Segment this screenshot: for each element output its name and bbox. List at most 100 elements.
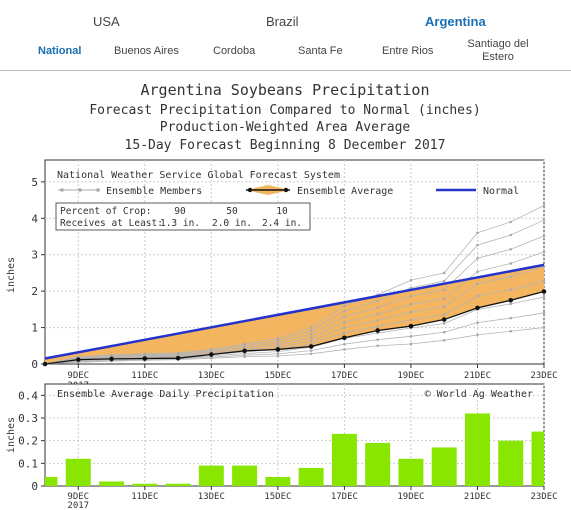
ensemble-member-point bbox=[442, 339, 446, 342]
main-y-tick-label: 2 bbox=[31, 285, 38, 298]
ensemble-member-point bbox=[143, 352, 147, 356]
precip-bar bbox=[65, 458, 91, 486]
ensemble-member-point bbox=[442, 297, 446, 300]
main-y-tick-label: 4 bbox=[31, 212, 38, 225]
main-x-tick-label: 23DEC bbox=[530, 371, 557, 381]
ensemble-member-line bbox=[44, 266, 545, 365]
precip-bar bbox=[265, 476, 291, 486]
bar-y-tick-label: 0.4 bbox=[18, 389, 38, 402]
bar-x-tick-label: 15DEC bbox=[264, 492, 291, 502]
ensemble-member-point bbox=[309, 339, 313, 342]
percent-table-box bbox=[55, 202, 311, 231]
ensemble-member-point bbox=[309, 329, 313, 333]
ensemble-average-point bbox=[508, 297, 514, 303]
ensemble-average-point bbox=[408, 323, 414, 329]
ensemble-member-point bbox=[542, 279, 546, 283]
tab-argentina[interactable]: Argentina bbox=[425, 14, 486, 29]
percent-row2-v1: 1.3 in. bbox=[160, 218, 200, 229]
tab-national[interactable]: National bbox=[38, 45, 82, 57]
bar-x-tick-year: 2017 bbox=[67, 501, 89, 510]
ensemble-member-point bbox=[509, 275, 513, 278]
tab-cordoba[interactable]: Cordoba bbox=[213, 45, 256, 57]
main-x-tick-label: 19DEC bbox=[397, 371, 424, 381]
ensemble-member-line bbox=[44, 251, 545, 365]
percent-row2-label: Receives at Least: bbox=[60, 218, 163, 229]
precip-bar bbox=[498, 440, 524, 486]
ensemble-member-point bbox=[442, 271, 446, 275]
ensemble-average-point bbox=[242, 348, 247, 354]
tab-buenos-aires[interactable]: Buenos Aires bbox=[114, 45, 179, 57]
bar-y-ticks: 0 0.1 0.2 0.3 0.4 bbox=[18, 389, 45, 493]
ensemble-average-point bbox=[441, 317, 447, 322]
ensemble-member-point bbox=[509, 233, 513, 237]
ensemble-member-point bbox=[176, 351, 180, 355]
ensemble-members bbox=[44, 204, 546, 365]
ensemble-average-point bbox=[209, 352, 214, 357]
bars bbox=[45, 413, 544, 486]
precip-bar bbox=[132, 483, 158, 486]
percent-row1-label: Percent of Crop: bbox=[60, 206, 152, 217]
main-x-tick-label: 17DEC bbox=[331, 371, 358, 381]
ensemble-member-point bbox=[343, 321, 346, 324]
tab-brazil[interactable]: Brazil bbox=[266, 14, 299, 29]
ensemble-average-point bbox=[375, 328, 380, 333]
ensemble-member-point bbox=[442, 288, 446, 292]
ensemble-member-point bbox=[476, 294, 479, 298]
ensemble-member-point bbox=[542, 234, 546, 238]
legend-average-marker bbox=[247, 187, 253, 193]
ensemble-member-point bbox=[376, 344, 379, 348]
legend-members-marker bbox=[60, 188, 64, 192]
ensemble-member-point bbox=[343, 331, 346, 335]
chart-subtitle-2: Production-Weighted Area Average bbox=[160, 120, 411, 135]
precip-bar bbox=[464, 413, 490, 486]
ensemble-member-point bbox=[409, 318, 413, 322]
precip-bar bbox=[398, 458, 424, 486]
ensemble-member-point bbox=[542, 311, 546, 315]
ensemble-member-point bbox=[442, 279, 446, 283]
ensemble-member-point bbox=[509, 247, 513, 251]
main-x-tick-label: 13DEC bbox=[198, 371, 225, 381]
ensemble-member-line bbox=[44, 205, 545, 365]
ensemble-member-line bbox=[44, 219, 545, 365]
tab-santiago-del-estero[interactable]: Santiago del Estero bbox=[462, 38, 534, 64]
precip-bar bbox=[298, 467, 324, 486]
legend-average-label: Ensemble Average bbox=[297, 186, 393, 197]
ensemble-member-point bbox=[409, 335, 413, 338]
tab-usa[interactable]: USA bbox=[93, 14, 120, 29]
ensemble-average-point bbox=[75, 357, 81, 362]
ensemble-member-point bbox=[309, 332, 313, 336]
tab-entre-rios[interactable]: Entre Rios bbox=[382, 45, 434, 57]
precip-bar bbox=[198, 465, 224, 486]
main-x-tick-label: 21DEC bbox=[464, 371, 491, 381]
ensemble-member-point bbox=[376, 312, 379, 316]
ensemble-member-point bbox=[376, 338, 379, 341]
ensemble-member-point bbox=[76, 355, 80, 359]
ensemble-average-line bbox=[44, 290, 545, 365]
bar-x-tick-label: 17DEC bbox=[331, 492, 358, 502]
legend-average-marker bbox=[283, 187, 289, 193]
ensemble-member-point bbox=[343, 304, 346, 308]
tab-santa-fe[interactable]: Santa Fe bbox=[298, 45, 343, 57]
ensemble-member-line bbox=[44, 235, 545, 365]
precip-bar bbox=[232, 465, 258, 486]
bar-chart-title: Ensemble Average Daily Precipitation bbox=[57, 389, 274, 400]
normal-line bbox=[44, 263, 545, 360]
ensemble-member-point bbox=[309, 349, 313, 352]
ensemble-member-point bbox=[243, 342, 246, 346]
ensemble-member-point bbox=[309, 352, 313, 356]
bar-x-tick-label: 19DEC bbox=[397, 492, 424, 502]
ensemble-average-point bbox=[342, 335, 347, 341]
ensemble-member-point bbox=[509, 262, 513, 265]
ensemble-member-point bbox=[542, 326, 546, 329]
bar-x-tick-label: 13DEC bbox=[198, 492, 225, 502]
ensemble-member-point bbox=[476, 243, 479, 247]
bar-chart-credit: © World Ag Weather bbox=[425, 389, 533, 400]
legend-normal-label: Normal bbox=[483, 186, 519, 197]
ensemble-member-point bbox=[476, 282, 479, 286]
precip-bar bbox=[99, 481, 125, 486]
percent-row1-v2: 50 bbox=[226, 206, 238, 217]
precip-bar bbox=[531, 431, 544, 486]
source-label: National Weather Service Global Forecast… bbox=[57, 170, 340, 181]
ensemble-average-band bbox=[45, 264, 544, 364]
